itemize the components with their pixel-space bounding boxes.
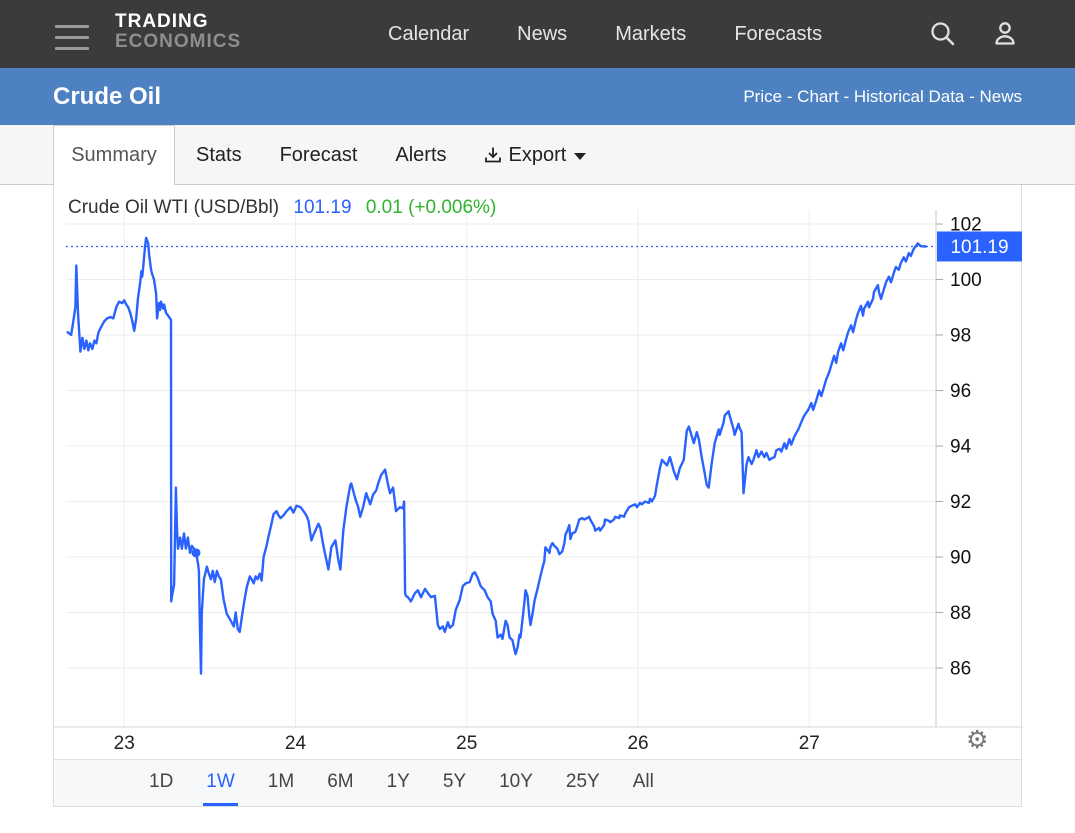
page-title: Crude Oil bbox=[53, 82, 162, 110]
search-icon[interactable] bbox=[928, 19, 958, 49]
range-25y[interactable]: 25Y bbox=[565, 770, 600, 792]
range-6m[interactable]: 6M bbox=[327, 770, 354, 792]
user-account-icon[interactable] bbox=[990, 19, 1020, 49]
chart-title-row: Crude Oil WTI (USD/Bbl) 101.19 0.01 (+0.… bbox=[68, 197, 496, 219]
export-dropdown[interactable]: Export bbox=[479, 144, 587, 167]
nav-item-calendar[interactable]: Calendar bbox=[388, 22, 470, 45]
hamburger-menu-icon[interactable] bbox=[55, 25, 89, 58]
range-10y[interactable]: 10Y bbox=[499, 770, 533, 792]
tab-row: Stats Forecast Alerts Export bbox=[190, 125, 587, 185]
range-1w[interactable]: 1W bbox=[203, 760, 238, 806]
x-axis-label: 27 bbox=[799, 733, 820, 754]
chart-card: Crude Oil WTI (USD/Bbl) 101.19 0.01 (+0.… bbox=[53, 185, 1023, 807]
last-price: 101.19 bbox=[293, 197, 352, 218]
range-all[interactable]: All bbox=[632, 770, 654, 792]
x-axis-label: 23 bbox=[114, 733, 135, 754]
y-axis-label: 102 bbox=[950, 215, 982, 236]
y-axis-label: 86 bbox=[950, 659, 971, 680]
tab-summary[interactable]: Summary bbox=[53, 125, 175, 185]
logo-line-2: ECONOMICS bbox=[115, 31, 242, 52]
header-section-links[interactable]: Price - Chart - Historical Data - News bbox=[743, 86, 1022, 106]
range-1d[interactable]: 1D bbox=[149, 770, 174, 792]
chart-settings-gear-icon[interactable]: ⚙ bbox=[966, 726, 989, 754]
y-axis-label: 94 bbox=[950, 437, 972, 458]
x-axis-label: 26 bbox=[627, 733, 648, 754]
x-axis-label: 24 bbox=[285, 733, 307, 754]
download-icon bbox=[484, 147, 501, 163]
top-nav-links: Calendar News Markets Forecasts bbox=[388, 0, 822, 68]
trading-economics-logo[interactable]: TRADING ECONOMICS bbox=[115, 12, 241, 52]
series-marker-dot bbox=[191, 548, 201, 558]
tab-stats[interactable]: Stats bbox=[196, 143, 242, 166]
chevron-down-icon bbox=[574, 153, 587, 160]
y-axis-label: 98 bbox=[950, 326, 971, 347]
tab-strip: Summary Stats Forecast Alerts Export bbox=[0, 125, 1075, 185]
y-axis-label: 96 bbox=[950, 381, 971, 402]
nav-item-forecasts[interactable]: Forecasts bbox=[734, 22, 823, 45]
nav-item-news[interactable]: News bbox=[517, 22, 568, 45]
y-axis-label: 88 bbox=[950, 603, 971, 624]
range-1m[interactable]: 1M bbox=[267, 770, 295, 792]
price-change: 0.01 (+0.006%) bbox=[365, 197, 497, 218]
y-axis-label: 100 bbox=[950, 270, 982, 291]
current-price-badge bbox=[937, 231, 1022, 262]
export-label: Export bbox=[508, 143, 567, 166]
y-axis-label: 90 bbox=[950, 548, 971, 569]
top-nav-icons bbox=[928, 0, 1020, 68]
price-line-chart[interactable]: 86 88 90 92 94 96 98 100 102 23 24 25 26 27 101.19 bbox=[54, 185, 1023, 760]
price-series-line bbox=[66, 236, 927, 675]
current-price-badge-label: 101.19 bbox=[950, 237, 1008, 258]
instrument-name: Crude Oil WTI (USD/Bbl) bbox=[68, 197, 280, 218]
tab-forecast[interactable]: Forecast bbox=[279, 143, 358, 166]
tab-alerts[interactable]: Alerts bbox=[395, 143, 447, 166]
y-axis-label: 92 bbox=[950, 492, 971, 513]
x-axis-label: 25 bbox=[456, 733, 477, 754]
range-5y[interactable]: 5Y bbox=[442, 770, 467, 792]
nav-item-markets[interactable]: Markets bbox=[615, 22, 687, 45]
logo-line-1: TRADING bbox=[115, 11, 209, 32]
range-1y[interactable]: 1Y bbox=[386, 770, 410, 792]
top-navigation-bar: TRADING ECONOMICS Calendar News Markets … bbox=[0, 0, 1075, 68]
range-selector: 1D 1W 1M 6M 1Y 5Y 10Y 25Y All bbox=[54, 759, 1021, 806]
instrument-header-bar: Crude Oil Price - Chart - Historical Dat… bbox=[0, 68, 1075, 125]
